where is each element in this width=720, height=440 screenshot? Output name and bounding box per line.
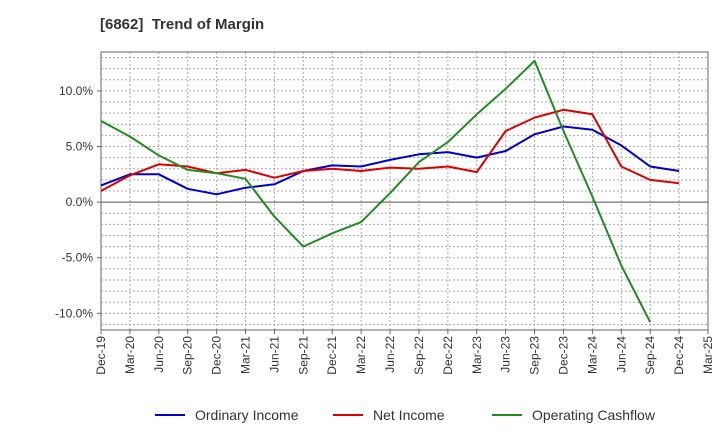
- legend-label: Ordinary Income: [195, 407, 299, 423]
- x-tick-label: Mar-23: [470, 336, 484, 374]
- x-tick-label: Mar-20: [123, 336, 137, 374]
- x-tick-label: Dec-22: [441, 336, 455, 375]
- x-tick-label: Jun-20: [152, 336, 166, 373]
- y-tick-label: 10.0%: [59, 84, 93, 98]
- chart-title: [6862] Trend of Margin: [100, 16, 265, 33]
- x-tick-label: Dec-24: [672, 336, 686, 375]
- x-tick-label: Sep-24: [643, 336, 657, 375]
- y-axis-ticks: -10.0% -5.0% 0.0% 5.0% 10.0%: [55, 84, 101, 320]
- x-tick-label: Sep-20: [181, 336, 195, 375]
- grid: [101, 52, 708, 330]
- plot-area-frame: [100, 51, 709, 331]
- y-tick-label: 5.0%: [66, 140, 94, 154]
- x-tick-label: Jun-21: [267, 336, 281, 373]
- series-line: [100, 125, 680, 196]
- x-tick-label: Dec-19: [94, 336, 108, 375]
- x-axis-ticks: Dec-19 Mar-20 Jun-20 Sep-20 Dec-20 Mar-21 Jun-…: [94, 330, 715, 375]
- y-tick-label: -10.0%: [55, 306, 93, 320]
- legend-label: Operating Cashflow: [532, 407, 656, 423]
- x-tick-label: Sep-21: [296, 336, 310, 375]
- series-line: [100, 59, 652, 323]
- x-tick-label: Jun-24: [614, 336, 628, 373]
- x-tick-label: Jun-23: [499, 336, 513, 373]
- y-tick-label: 0.0%: [66, 195, 94, 209]
- series-line: [100, 108, 680, 192]
- x-tick-label: Sep-22: [412, 336, 426, 375]
- x-tick-label: Mar-24: [585, 336, 599, 374]
- x-tick-label: Mar-22: [354, 336, 368, 374]
- legend-label: Net Income: [373, 407, 445, 423]
- x-tick-label: Mar-21: [239, 336, 253, 374]
- x-tick-label: Dec-20: [210, 336, 224, 375]
- x-tick-label: Sep-23: [528, 336, 542, 375]
- x-tick-label: Mar-25: [701, 336, 715, 374]
- x-tick-label: Jun-22: [383, 336, 397, 373]
- legend: Ordinary Income Net Income Operating Cashf…: [155, 407, 656, 423]
- series-lines: [100, 59, 680, 323]
- y-tick-label: -5.0%: [62, 251, 94, 265]
- x-tick-label: Dec-21: [325, 336, 339, 375]
- x-tick-label: Dec-23: [556, 336, 570, 375]
